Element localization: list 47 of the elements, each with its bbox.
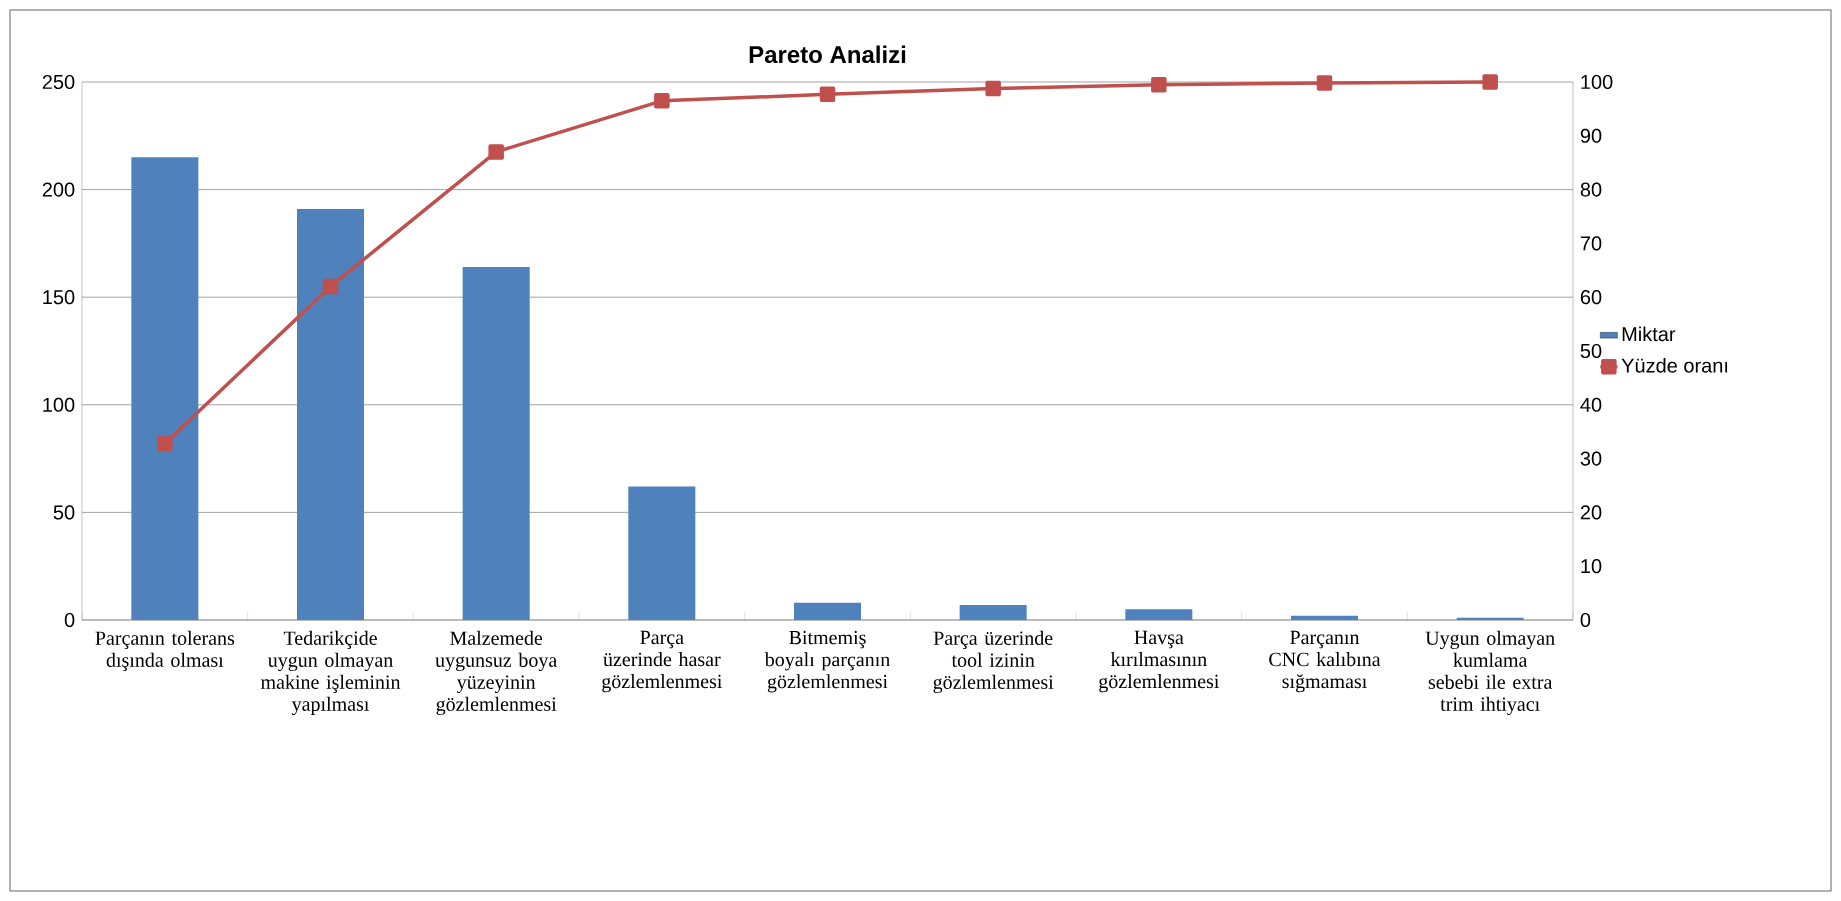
bar: [297, 208, 365, 620]
y2-tick-label: 0: [1580, 612, 1591, 628]
y-tick-label: 250: [42, 74, 75, 90]
y2-tick-label: 20: [1580, 505, 1602, 520]
point: [985, 80, 1001, 97]
y2-tick-label: 40: [1580, 397, 1602, 412]
bar: [1291, 615, 1358, 620]
y-tick-label: 0: [64, 612, 75, 628]
x-tick-label: Havşa kırılmasının gözlemlenmesi: [1099, 630, 1220, 693]
y2-tick-label: 60: [1580, 290, 1602, 305]
x-tick-label: Tedarikçide uygun olmayan makine işleminin yapılması: [260, 630, 401, 716]
x-tick-label: Parçanın CNC kalıbına sığmaması: [1269, 630, 1381, 693]
x-tick-label: Bitmemiş boyalı parçanın gözlemlenmesi: [764, 630, 890, 693]
bar: [1456, 617, 1524, 620]
point: [488, 144, 504, 160]
point: [1316, 75, 1333, 91]
bar: [462, 267, 530, 620]
y-tick-label: 150: [43, 290, 75, 305]
y2-tick-label: 30: [1580, 451, 1602, 466]
x-tick-label: Parçanın tolerans dışında olması: [95, 630, 235, 671]
legend-label: Yüzde oranı: [1621, 357, 1728, 373]
y2-tick-label: 90: [1580, 128, 1602, 143]
x-tick-label: Parça üzerinde hasar gözlemlenmesi: [602, 630, 723, 693]
y2-tick-label: 70: [1580, 236, 1602, 251]
chart-title: Pareto Analizi: [749, 45, 906, 64]
y2-tick-label: 50: [1580, 343, 1602, 359]
y2-tick-label: 100: [1581, 74, 1613, 90]
x-tick-label: Malzemede uygunsuz boya yüzeyinin gözlemlenmesi: [435, 630, 557, 716]
legend-label: Miktar: [1622, 326, 1676, 342]
point: [1151, 76, 1167, 93]
x-tick-label: Parça üzerinde tool izinin gözlemlenmesi: [933, 630, 1054, 694]
y-tick-label: 200: [42, 182, 75, 197]
point: [1482, 74, 1498, 90]
point: [157, 435, 173, 452]
y2-tick-label: 10: [1581, 559, 1602, 574]
point: [322, 278, 339, 295]
bar: [131, 157, 199, 620]
x-tick-label: Uygun olmayan kumlama sebebi ile extra trim ihtiyacı: [1425, 630, 1555, 716]
bar: [628, 486, 696, 620]
y2-tick-label: 80: [1580, 182, 1602, 197]
bar: [794, 602, 861, 620]
point: [654, 93, 670, 109]
bar: [1125, 609, 1193, 620]
bar: [959, 604, 1027, 620]
y-tick-label: 50: [53, 505, 75, 520]
y-tick-label: 100: [43, 397, 75, 412]
point: [819, 86, 836, 103]
